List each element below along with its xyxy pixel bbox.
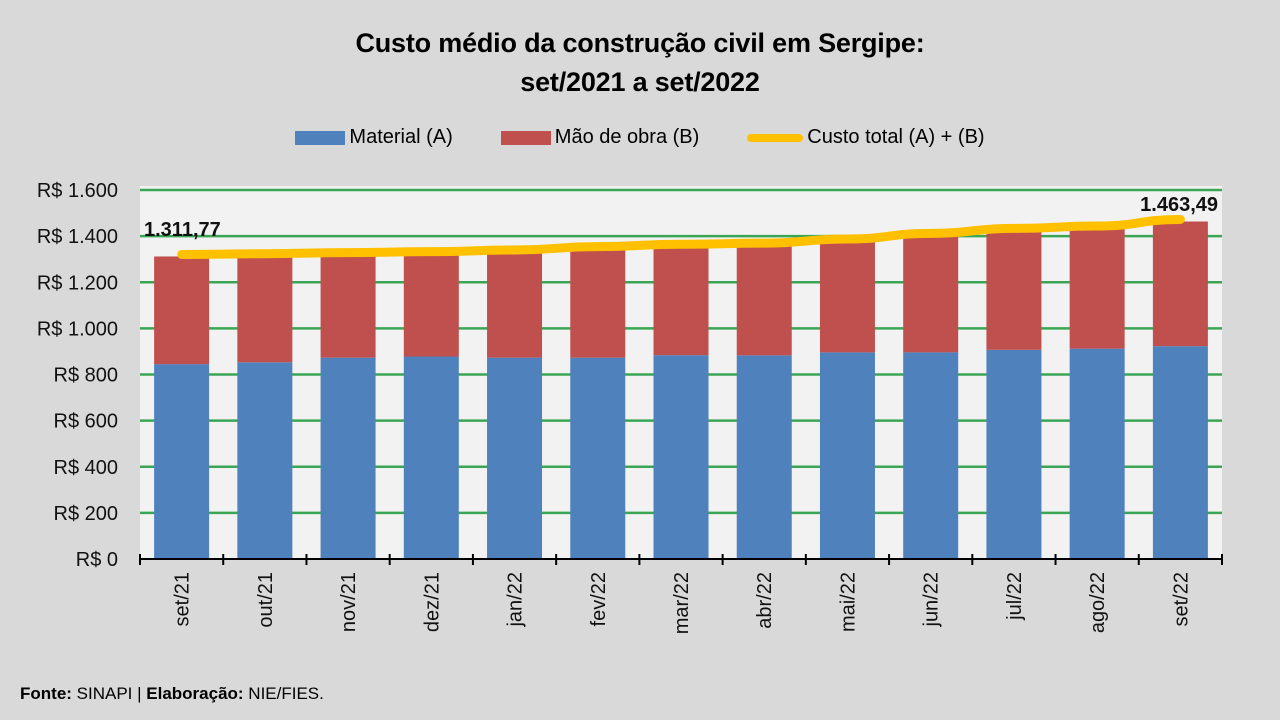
x-tick-label: set/22 xyxy=(1170,572,1192,626)
chart-subtitle: set/2021 a set/2022 xyxy=(520,67,760,97)
bar-material xyxy=(154,364,210,559)
data-label: 1.463,49 xyxy=(1140,194,1218,216)
legend-item-total: Custo total (A) + (B) xyxy=(747,126,985,149)
legend-swatch-total xyxy=(747,133,804,142)
bar-material xyxy=(487,357,543,559)
x-tick-label: dez/21 xyxy=(421,572,443,632)
bar-labor xyxy=(653,246,709,356)
bar-material xyxy=(570,357,626,559)
legend-item-material: Material (A) xyxy=(295,126,453,149)
legend-label-total: Custo total (A) + (B) xyxy=(807,126,985,148)
bar-material xyxy=(403,356,459,559)
x-tick-label: nov/21 xyxy=(338,572,360,632)
y-tick-label: R$ 0 xyxy=(76,549,118,571)
data-labels: 1.311,77 1.463,49 xyxy=(144,194,1218,241)
total-line xyxy=(177,214,1185,259)
chart-title-line-1: Custo médio da construção civil em Sergi… xyxy=(355,28,925,58)
bar-labor xyxy=(736,245,792,356)
bar-labor xyxy=(320,254,376,358)
x-tick-label: jul/22 xyxy=(1004,572,1026,621)
x-tick-label: mar/22 xyxy=(671,572,693,634)
bar-material xyxy=(320,357,376,559)
x-tick-label: jan/22 xyxy=(505,572,527,628)
x-tick-label: jun/22 xyxy=(921,572,943,628)
x-tick-label: out/21 xyxy=(255,572,277,628)
y-tick-label: R$ 1.400 xyxy=(37,226,118,248)
x-tick-label: fev/22 xyxy=(588,572,610,626)
bars xyxy=(154,221,1208,559)
bar-material xyxy=(736,355,792,559)
y-tick-label: R$ 200 xyxy=(54,503,119,525)
y-tick-label: R$ 400 xyxy=(54,457,119,479)
footer: Fonte: SINAPI | Elaboração: NIE/FIES. xyxy=(20,684,324,704)
x-tick-label: abr/22 xyxy=(754,572,776,629)
bar-material xyxy=(653,355,709,559)
y-tick-label: R$ 600 xyxy=(54,411,119,433)
chart-title: Custo médio da construção civil em Sergi… xyxy=(0,24,1280,102)
bar-labor xyxy=(986,230,1042,350)
y-tick-label: R$ 1.600 xyxy=(37,180,118,202)
legend: Material (A) Mão de obra (B) Custo total… xyxy=(0,126,1280,149)
source-value: SINAPI | xyxy=(71,684,147,703)
credit-label: Elaboração: xyxy=(146,684,244,703)
bar-material xyxy=(237,362,293,559)
legend-label-labor: Mão de obra (B) xyxy=(554,126,700,148)
bar-labor xyxy=(237,255,293,363)
y-tick-label: R$ 1.200 xyxy=(37,272,118,294)
legend-swatch-labor xyxy=(500,130,551,145)
credit-value: NIE/FIES. xyxy=(243,684,324,703)
bar-labor xyxy=(903,235,959,353)
bar-material xyxy=(903,352,959,559)
bar-material xyxy=(1069,348,1125,559)
bar-material xyxy=(1152,346,1208,559)
bar-labor xyxy=(570,248,626,358)
legend-swatch-material xyxy=(295,130,346,145)
bar-labor xyxy=(1152,221,1208,347)
y-tick-label: R$ 800 xyxy=(54,365,119,387)
bar-labor xyxy=(154,256,210,365)
data-label: 1.311,77 xyxy=(144,219,221,241)
bar-labor xyxy=(1069,228,1125,349)
source-label: Fonte: xyxy=(20,684,72,703)
bar-material xyxy=(819,352,875,559)
legend-label-material: Material (A) xyxy=(349,126,453,148)
x-tick-label: ago/22 xyxy=(1087,572,1109,633)
axes: R$ 0 R$ 200 R$ 400 R$ 600 R$ 800 R$ 1.000 R$ 1… xyxy=(37,180,1223,634)
y-tick-label: R$ 1.000 xyxy=(37,318,118,340)
bar-labor xyxy=(403,253,459,357)
x-tick-label: set/21 xyxy=(172,572,194,626)
bar-material xyxy=(986,349,1042,559)
total-line-path xyxy=(177,214,1185,259)
x-tick-label: mai/22 xyxy=(837,572,859,632)
legend-item-labor: Mão de obra (B) xyxy=(500,126,700,149)
bar-labor xyxy=(819,240,875,353)
bar-labor xyxy=(487,252,543,358)
